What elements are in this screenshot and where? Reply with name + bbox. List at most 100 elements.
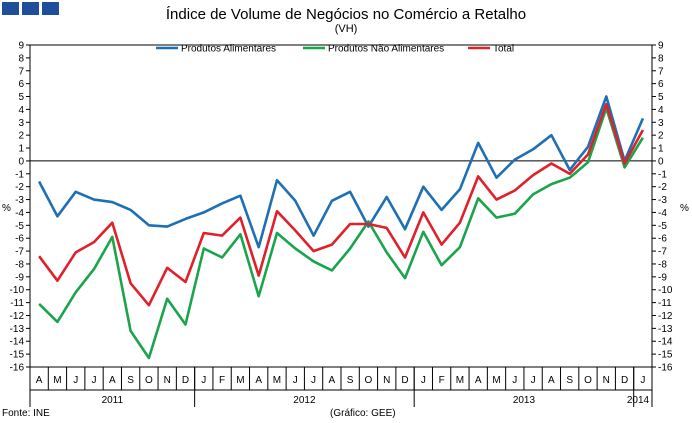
legend-label: Produtos Não Alimentares bbox=[328, 44, 444, 55]
x-tick-label: S bbox=[566, 375, 573, 386]
x-tick-label: A bbox=[109, 375, 116, 386]
y-tick-label-left: 3 bbox=[18, 118, 24, 129]
y-tick-label-left: -5 bbox=[15, 221, 24, 232]
y-tick-label-right: -15 bbox=[658, 350, 673, 361]
x-tick-label: O bbox=[584, 375, 592, 386]
legend: Produtos Alimentares Produtos Não Aliment… bbox=[156, 44, 514, 55]
y-tick-label-right: 6 bbox=[658, 79, 664, 90]
series-line-3 bbox=[38, 102, 645, 307]
y-tick-label-right: 7 bbox=[658, 66, 664, 77]
y-tick-label-left: -3 bbox=[15, 195, 24, 206]
y-axis-right: 98 7 6 5 4 3 2 10 -1 -2 -3 -4 -5 -6 -7-8 -9 -10 -11 -12 -13… bbox=[652, 41, 673, 374]
y-tick-label-left: -7 bbox=[15, 247, 24, 258]
chart-subtitle: (VH) bbox=[334, 23, 358, 35]
x-tick-label: M bbox=[492, 375, 500, 386]
y-tick-label-left: -12 bbox=[10, 311, 25, 322]
y-tick-label-left: -16 bbox=[10, 363, 25, 374]
y-tick-label-right: 1 bbox=[658, 144, 664, 155]
y-tick-label-right: 4 bbox=[658, 105, 664, 116]
x-tick-label: A bbox=[255, 375, 262, 386]
y-tick-label-right: 3 bbox=[658, 118, 664, 129]
y-tick-label-right: -12 bbox=[658, 311, 673, 322]
y-tick-label-left: -8 bbox=[15, 259, 24, 270]
x-tick-label: J bbox=[92, 375, 97, 386]
y-tick-label-right: 9 bbox=[658, 41, 664, 52]
source-note: Fonte: INE bbox=[2, 408, 50, 419]
y-tick-label-right: 0 bbox=[658, 156, 664, 167]
x-tick-label: J bbox=[201, 375, 206, 386]
year-label: 2014 bbox=[627, 395, 650, 406]
y-tick-label-right: -5 bbox=[658, 221, 667, 232]
y-tick-label-right: -11 bbox=[658, 298, 672, 309]
year-label: 2012 bbox=[293, 395, 316, 406]
x-tick-label: O bbox=[365, 375, 373, 386]
y-tick-label-left: 7 bbox=[18, 66, 24, 77]
x-tick-label: M bbox=[456, 375, 464, 386]
y-tick-label-left: -9 bbox=[15, 272, 24, 283]
series-line-2 bbox=[38, 106, 645, 360]
x-tick-label: S bbox=[127, 375, 134, 386]
x-tick-label: M bbox=[236, 375, 244, 386]
y-tick-label-left: -13 bbox=[10, 324, 25, 335]
y-tick-label-left: -10 bbox=[10, 285, 25, 296]
x-tick-label: J bbox=[73, 375, 78, 386]
year-label: 2013 bbox=[513, 395, 536, 406]
logo-block-2 bbox=[22, 2, 39, 15]
logo-block-1 bbox=[2, 2, 19, 15]
chart-credit: (Gráfico: GEE) bbox=[330, 408, 396, 419]
y-tick-label-right: 5 bbox=[658, 92, 664, 103]
y-tick-label-right: -16 bbox=[658, 363, 673, 374]
x-tick-label: J bbox=[640, 375, 645, 386]
y-axis-label-right: % bbox=[680, 203, 689, 214]
y-tick-label-left: 2 bbox=[18, 131, 24, 142]
x-tick-label: J bbox=[421, 375, 426, 386]
y-tick-label-right: -14 bbox=[658, 337, 673, 348]
x-tick-label: F bbox=[219, 375, 225, 386]
y-tick-label-right: -1 bbox=[658, 169, 667, 180]
y-tick-label-left: -11 bbox=[10, 298, 24, 309]
y-axis-label-left: % bbox=[2, 203, 11, 214]
x-tick-label: F bbox=[439, 375, 445, 386]
y-tick-label-left: 0 bbox=[18, 156, 24, 167]
x-tick-label: A bbox=[475, 375, 482, 386]
x-tick-label: N bbox=[383, 375, 390, 386]
x-tick-label: J bbox=[293, 375, 298, 386]
series-layer bbox=[30, 95, 652, 360]
y-tick-label-right: -13 bbox=[658, 324, 673, 335]
y-axis-left: 98 7 6 5 4 3 2 10 -1 -2 -3 -4 -5 -6 -7-8 -9 -10 -11 -12 -13… bbox=[10, 41, 30, 374]
x-tick-label: A bbox=[36, 375, 43, 386]
x-tick-label: J bbox=[512, 375, 517, 386]
y-tick-label-right: -7 bbox=[658, 247, 667, 258]
y-tick-label-right: -6 bbox=[658, 234, 667, 245]
x-tick-label: J bbox=[311, 375, 316, 386]
y-tick-label-left: -1 bbox=[15, 169, 24, 180]
y-tick-label-left: 9 bbox=[18, 41, 24, 52]
legend-label: Total bbox=[493, 44, 514, 55]
y-tick-label-left: -14 bbox=[10, 337, 25, 348]
y-tick-label-left: -6 bbox=[15, 234, 24, 245]
x-tick-label: S bbox=[347, 375, 354, 386]
x-tick-label: N bbox=[603, 375, 610, 386]
x-tick-label: A bbox=[329, 375, 336, 386]
y-tick-label-right: -3 bbox=[658, 195, 667, 206]
x-tick-label: M bbox=[273, 375, 281, 386]
y-tick-label-left: -4 bbox=[15, 208, 24, 219]
logo-block-3 bbox=[42, 2, 59, 15]
y-tick-label-right: -2 bbox=[658, 182, 667, 193]
x-tick-label: N bbox=[164, 375, 171, 386]
x-tick-label: J bbox=[531, 375, 536, 386]
y-tick-label-left: 1 bbox=[18, 144, 24, 155]
series-line-1 bbox=[37, 95, 645, 249]
y-tick-label-left: -15 bbox=[10, 350, 25, 361]
y-tick-label-right: -10 bbox=[658, 285, 673, 296]
y-tick-label-left: 4 bbox=[18, 105, 24, 116]
y-tick-label-left: 5 bbox=[18, 92, 24, 103]
y-tick-label-right: -4 bbox=[658, 208, 667, 219]
chart-title: Índice de Volume de Negócios no Comércio… bbox=[165, 6, 527, 23]
x-tick-label: D bbox=[621, 375, 628, 386]
x-tick-label: D bbox=[182, 375, 189, 386]
y-tick-label-right: 8 bbox=[658, 53, 664, 64]
y-tick-label-right: -9 bbox=[658, 272, 667, 283]
